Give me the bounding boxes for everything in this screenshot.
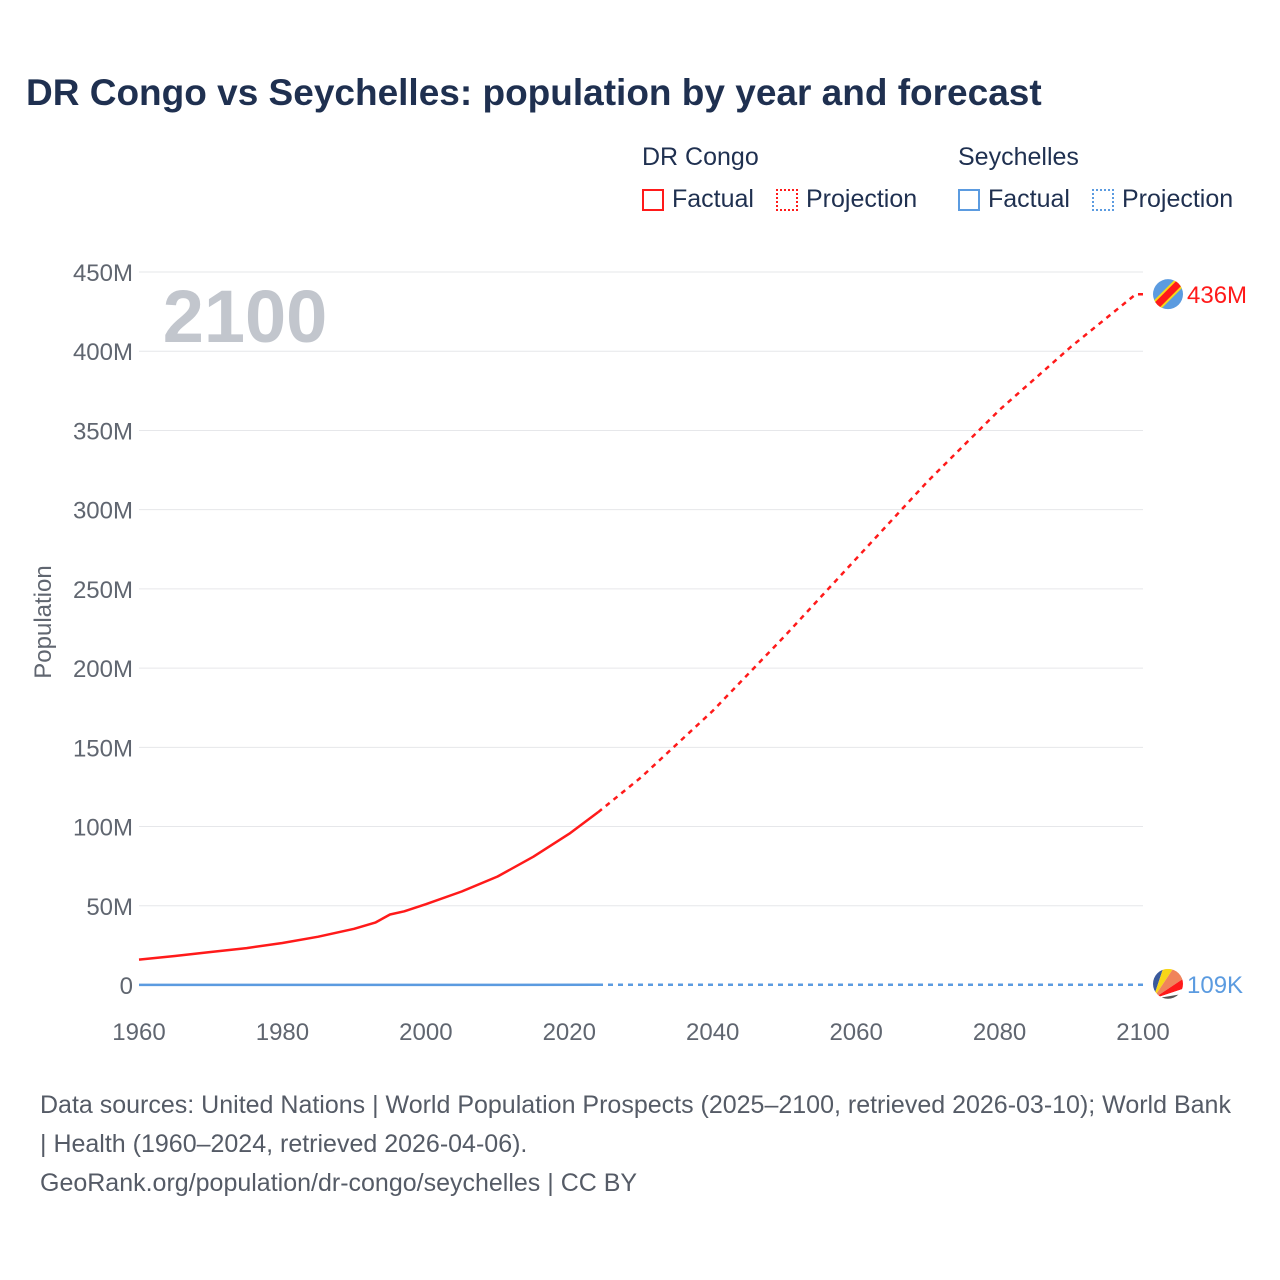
legend-swatch-dotted-red — [776, 188, 798, 211]
data-sources: Data sources: United Nations | World Pop… — [40, 1091, 1231, 1158]
legend-seychelles-factual[interactable]: Factual — [958, 185, 1070, 214]
flag-band — [1153, 978, 1183, 999]
legend-dr-congo-factual[interactable]: Factual — [642, 185, 754, 214]
x-tick-label: 2040 — [686, 1019, 739, 1046]
x-tick-label: 2000 — [399, 1019, 452, 1046]
dr-congo-projection-line — [597, 292, 1143, 814]
legend-label: Factual — [672, 185, 754, 213]
seychelles-flag-icon — [1153, 968, 1183, 999]
dr-congo-factual-line — [138, 811, 599, 961]
y-tick-label: 300M — [73, 498, 133, 525]
dr-congo-flag-icon — [1153, 279, 1183, 310]
y-tick-label: 0 — [120, 973, 133, 1000]
x-tick-label: 1960 — [112, 1019, 165, 1046]
legend-swatch-dotted-blue — [1092, 188, 1114, 211]
year-watermark: 2100 — [163, 275, 328, 358]
y-axis-label: Population — [30, 565, 57, 678]
y-tick-label: 350M — [73, 418, 133, 445]
y-tick-label: 400M — [73, 339, 133, 366]
y-tick-label: 50M — [86, 894, 133, 921]
flag-band — [1153, 968, 1183, 999]
y-tick-label: 450M — [73, 260, 133, 287]
population-chart: 0 50M 100M 150M 200M 250M 300M 350M 400M 450M 196… — [30, 260, 1247, 1046]
legend-label: Projection — [806, 185, 918, 213]
x-tick-label: 2020 — [543, 1019, 596, 1046]
dr-congo-end-label: 436M — [1187, 282, 1247, 309]
legend-swatch-solid-blue — [958, 188, 980, 211]
credit-link[interactable]: GeoRank.org/population/dr-congo/seychell… — [40, 1169, 638, 1197]
x-tick-label: 2060 — [829, 1019, 882, 1046]
y-tick-label: 200M — [73, 656, 133, 683]
legend-swatch-solid-red — [642, 188, 664, 211]
y-tick-label: 150M — [73, 735, 133, 762]
legend-label: Factual — [988, 185, 1070, 213]
y-tick-labels: 0 50M 100M 150M 200M 250M 300M 350M 400M 450M — [73, 260, 133, 1000]
seychelles-end-label: 109K — [1187, 972, 1243, 999]
footer: Data sources: United Nations | World Pop… — [40, 1086, 1240, 1203]
chart-title: DR Congo vs Seychelles: population by ye… — [26, 72, 1042, 113]
legend-seychelles-projection[interactable]: Projection — [1092, 185, 1233, 214]
x-tick-labels: 1960 1980 2000 2020 2040 2060 2080 2100 — [112, 1019, 1169, 1046]
gridlines — [139, 271, 1143, 907]
y-tick-label: 100M — [73, 815, 133, 842]
y-tick-label: 250M — [73, 577, 133, 604]
legend-dr-congo-projection[interactable]: Projection — [776, 185, 917, 214]
series — [138, 292, 1143, 987]
flag-band — [1153, 988, 1183, 999]
legend-group-dr-congo: DR Congo — [642, 143, 759, 171]
legend-group-seychelles: Seychelles — [958, 143, 1079, 171]
x-tick-label: 2080 — [973, 1019, 1026, 1046]
x-tick-label: 1980 — [256, 1019, 309, 1046]
end-markers: 436M 109K — [1153, 279, 1247, 999]
x-tick-label: 2100 — [1116, 1019, 1169, 1046]
legend-label: Projection — [1122, 185, 1234, 213]
